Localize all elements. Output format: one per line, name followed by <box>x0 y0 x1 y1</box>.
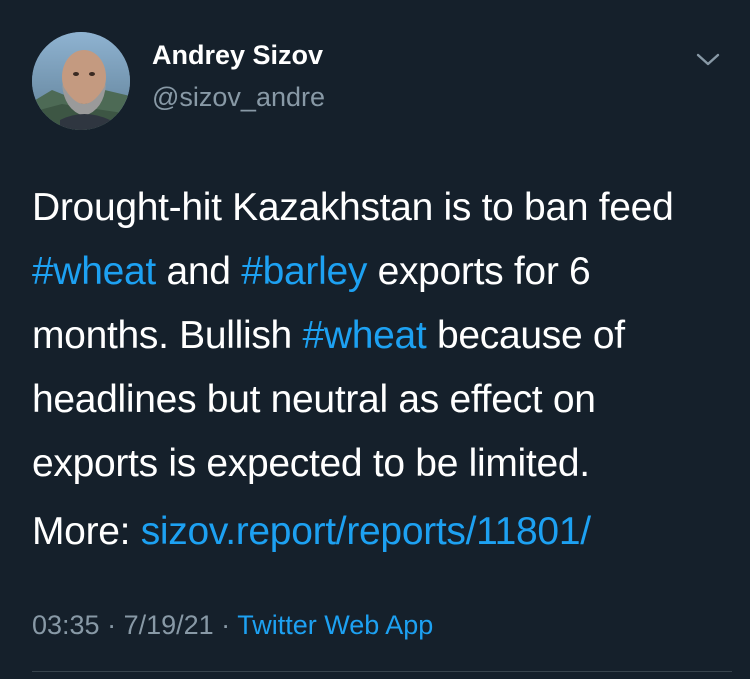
tweet-text-segment: Drought-hit Kazakhstan is to ban feed <box>32 186 674 229</box>
tweet-source-link[interactable]: Twitter Web App <box>237 610 434 640</box>
chevron-down-icon[interactable] <box>695 50 721 70</box>
more-line: More: sizov.report/reports/11801/ <box>32 500 591 564</box>
tweet-date[interactable]: 7/19/21 <box>123 610 214 640</box>
tweet-text: Drought-hit Kazakhstan is to ban feed #w… <box>32 176 732 496</box>
hashtag-link[interactable]: #barley <box>241 250 368 293</box>
hashtag-link[interactable]: #wheat <box>32 250 156 293</box>
tweet-text-segment: exports is expected to be limited. <box>32 442 590 485</box>
hashtag-link[interactable]: #wheat <box>302 314 427 357</box>
report-link[interactable]: sizov.report/reports/11801/ <box>140 510 591 553</box>
tweet-line: exports is expected to be limited. <box>32 432 732 496</box>
tweet-text-segment: exports for 6 <box>367 250 591 293</box>
avatar[interactable] <box>32 32 130 130</box>
tweet-line: headlines but neutral as effect on <box>32 368 732 432</box>
user-handle[interactable]: @sizov_andre <box>152 82 325 112</box>
tweet-line: #wheat and #barley exports for 6 <box>32 240 732 304</box>
divider <box>32 671 732 672</box>
tweet-text-segment: months. Bullish <box>32 314 303 357</box>
tweet-line: Drought-hit Kazakhstan is to ban feed <box>32 176 732 240</box>
tweet-meta: 03:35 · 7/19/21 · Twitter Web App <box>32 610 433 641</box>
tweet-time[interactable]: 03:35 <box>32 610 100 640</box>
tweet-text-segment: headlines but neutral as effect on <box>32 378 596 421</box>
meta-separator: · <box>213 610 238 640</box>
tweet-text-segment: and <box>155 250 242 293</box>
display-name[interactable]: Andrey Sizov <box>152 40 324 70</box>
tweet-text-segment: because of <box>426 314 625 357</box>
more-label: More: <box>32 510 141 553</box>
meta-separator: · <box>99 610 124 640</box>
tweet-line: months. Bullish #wheat because of <box>32 304 732 368</box>
